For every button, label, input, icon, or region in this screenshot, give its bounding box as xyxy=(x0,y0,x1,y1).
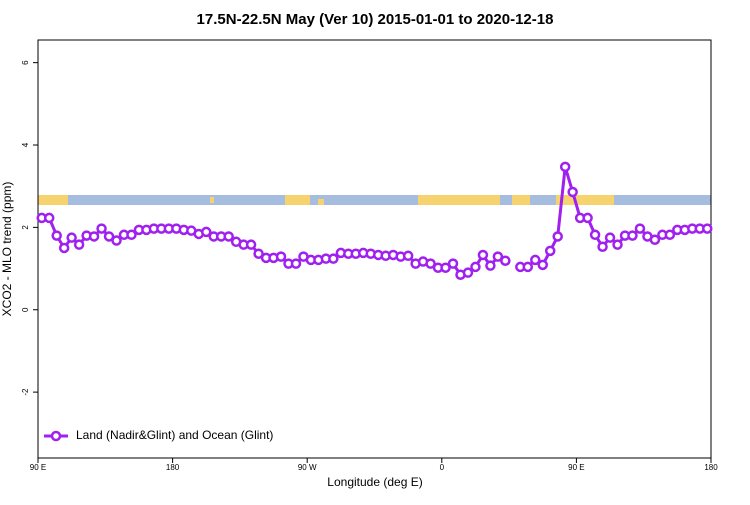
plot-frame xyxy=(37,39,712,459)
x-axis-label: Longitude (deg E) xyxy=(327,475,422,489)
y-axis-label: XCO2 - MLO trend (ppm) xyxy=(0,182,14,317)
data-point xyxy=(103,231,115,242)
x-tick-label: 90 W xyxy=(298,463,317,472)
data-point xyxy=(559,161,571,173)
data-point xyxy=(290,258,302,269)
legend-marker xyxy=(50,430,62,442)
y-tick-label: 4 xyxy=(21,142,30,147)
land xyxy=(512,195,530,205)
land xyxy=(38,195,68,205)
data-point xyxy=(462,267,474,278)
data-point xyxy=(201,226,212,238)
data-point xyxy=(73,239,85,250)
y-tick-label: 0 xyxy=(21,307,30,312)
data-point xyxy=(664,229,676,241)
data-point xyxy=(567,186,578,198)
data-point xyxy=(537,259,548,271)
data-point xyxy=(552,231,563,242)
land xyxy=(556,195,614,205)
data-point xyxy=(477,249,489,261)
data-point xyxy=(58,242,70,254)
data-point xyxy=(88,231,100,242)
data-point xyxy=(702,223,713,234)
data-point xyxy=(126,229,137,241)
data-point xyxy=(604,232,616,243)
y-tick-label: 6 xyxy=(21,60,30,65)
data-point xyxy=(634,223,646,234)
data-point xyxy=(245,239,257,250)
land-ocean-strip xyxy=(38,195,711,205)
data-point xyxy=(96,223,107,234)
data-point xyxy=(43,212,55,224)
land xyxy=(210,197,214,203)
x-tick-label: 0 xyxy=(440,463,445,472)
data-point xyxy=(275,251,287,262)
data-point xyxy=(544,245,556,257)
data-point xyxy=(470,261,481,273)
data-point xyxy=(627,230,638,241)
data-point xyxy=(253,248,264,259)
land xyxy=(285,195,310,205)
data-point xyxy=(328,253,339,264)
data-point xyxy=(51,230,62,241)
data-point xyxy=(402,250,414,262)
data-point xyxy=(425,258,436,269)
land xyxy=(418,195,500,205)
data-point xyxy=(649,234,661,245)
data-point xyxy=(597,241,608,252)
x-tick-label: 90 E xyxy=(568,463,584,472)
y-tick-label: -2 xyxy=(21,388,30,396)
land xyxy=(318,199,324,205)
data-point xyxy=(522,261,534,273)
legend-label: Land (Nadir&Glint) and Ocean (Glint) xyxy=(76,428,273,442)
data-point xyxy=(66,232,77,243)
x-tick-label: 90 E xyxy=(30,463,46,472)
data-point xyxy=(440,262,451,273)
chart-title: 17.5N-22.5N May (Ver 10) 2015-01-01 to 2… xyxy=(197,11,554,28)
data-point xyxy=(612,239,623,250)
data-point xyxy=(500,255,511,266)
data-point xyxy=(111,235,122,246)
data-point xyxy=(582,212,593,224)
x-tick-label: 180 xyxy=(704,463,718,472)
data-point xyxy=(223,231,234,242)
data-point xyxy=(485,260,496,271)
x-tick-label: 180 xyxy=(166,463,180,472)
ocean xyxy=(38,195,711,205)
y-tick-label: 2 xyxy=(21,225,30,230)
data-point xyxy=(447,258,459,269)
data-point xyxy=(530,254,541,266)
data-point xyxy=(589,229,601,241)
data-point xyxy=(492,251,504,262)
